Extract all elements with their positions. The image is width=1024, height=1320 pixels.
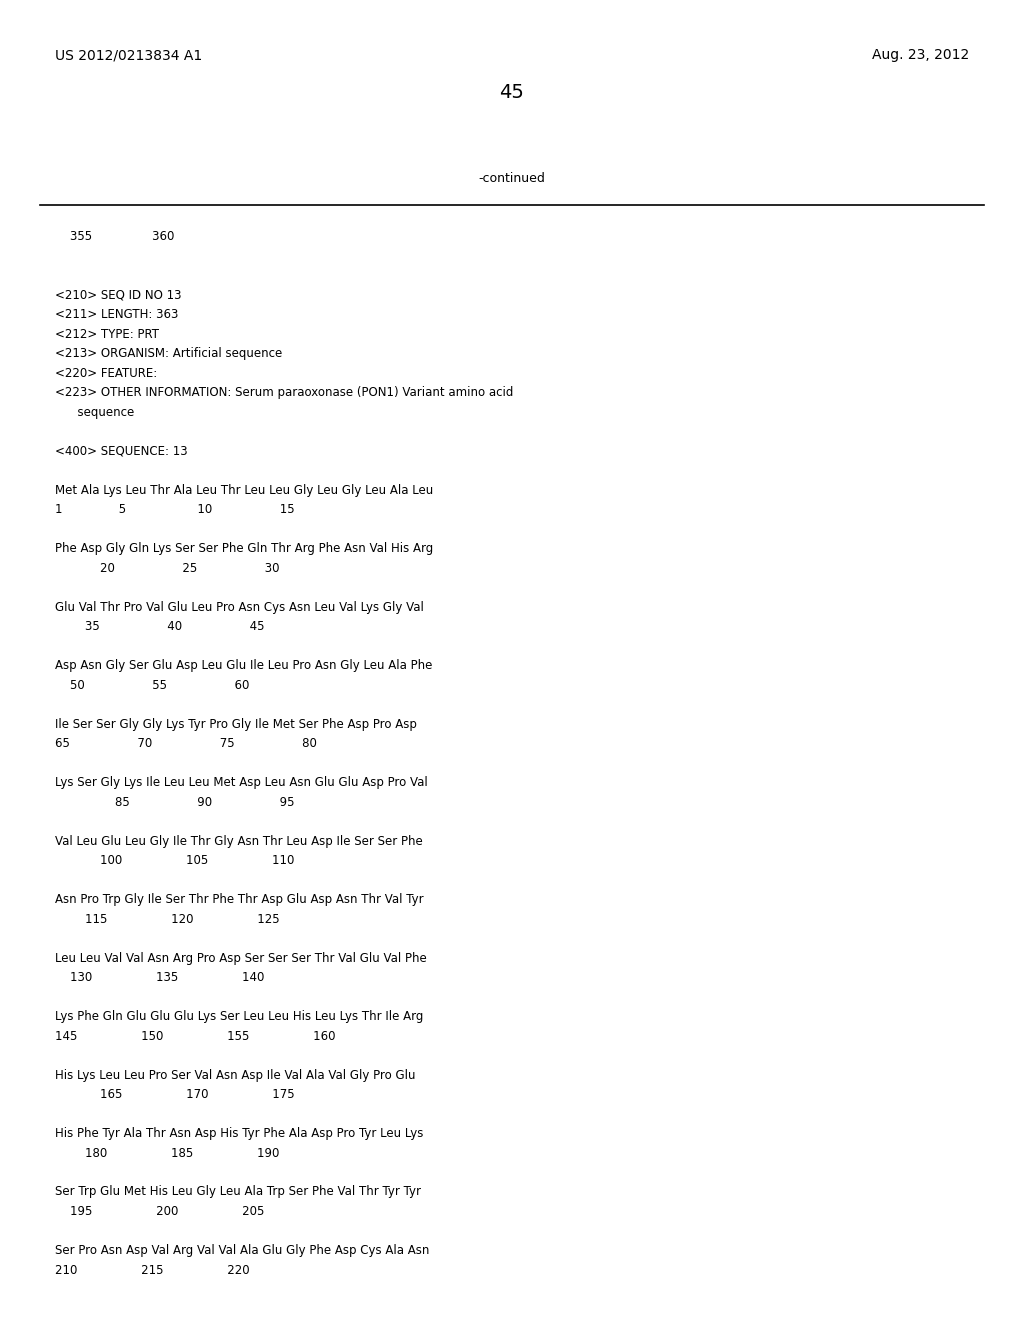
- Text: <211> LENGTH: 363: <211> LENGTH: 363: [55, 308, 178, 321]
- Text: Ser Trp Glu Met His Leu Gly Leu Ala Trp Ser Phe Val Thr Tyr Tyr: Ser Trp Glu Met His Leu Gly Leu Ala Trp …: [55, 1185, 421, 1199]
- Text: 20                  25                  30: 20 25 30: [55, 561, 280, 574]
- Text: His Lys Leu Leu Pro Ser Val Asn Asp Ile Val Ala Val Gly Pro Glu: His Lys Leu Leu Pro Ser Val Asn Asp Ile …: [55, 1068, 416, 1081]
- Text: 35                  40                  45: 35 40 45: [55, 620, 264, 634]
- Text: 100                 105                 110: 100 105 110: [55, 854, 294, 867]
- Text: -continued: -continued: [478, 172, 546, 185]
- Text: <220> FEATURE:: <220> FEATURE:: [55, 367, 158, 380]
- Text: 165                 170                 175: 165 170 175: [55, 1088, 295, 1101]
- Text: <210> SEQ ID NO 13: <210> SEQ ID NO 13: [55, 289, 181, 301]
- Text: Met Ala Lys Leu Thr Ala Leu Thr Leu Leu Gly Leu Gly Leu Ala Leu: Met Ala Lys Leu Thr Ala Leu Thr Leu Leu …: [55, 483, 433, 496]
- Text: 130                 135                 140: 130 135 140: [55, 972, 264, 983]
- Text: His Phe Tyr Ala Thr Asn Asp His Tyr Phe Ala Asp Pro Tyr Leu Lys: His Phe Tyr Ala Thr Asn Asp His Tyr Phe …: [55, 1127, 423, 1140]
- Text: Ser Pro Asn Asp Val Arg Val Val Ala Glu Gly Phe Asp Cys Ala Asn: Ser Pro Asn Asp Val Arg Val Val Ala Glu …: [55, 1243, 429, 1257]
- Text: Glu Val Thr Pro Val Glu Leu Pro Asn Cys Asn Leu Val Lys Gly Val: Glu Val Thr Pro Val Glu Leu Pro Asn Cys …: [55, 601, 424, 614]
- Text: <223> OTHER INFORMATION: Serum paraoxonase (PON1) Variant amino acid: <223> OTHER INFORMATION: Serum paraoxona…: [55, 385, 513, 399]
- Text: Ile Ser Ser Gly Gly Lys Tyr Pro Gly Ile Met Ser Phe Asp Pro Asp: Ile Ser Ser Gly Gly Lys Tyr Pro Gly Ile …: [55, 718, 417, 730]
- Text: sequence: sequence: [55, 405, 134, 418]
- Text: Lys Ser Gly Lys Ile Leu Leu Met Asp Leu Asn Glu Glu Asp Pro Val: Lys Ser Gly Lys Ile Leu Leu Met Asp Leu …: [55, 776, 428, 789]
- Text: Aug. 23, 2012: Aug. 23, 2012: [871, 48, 969, 62]
- Text: 180                 185                 190: 180 185 190: [55, 1147, 280, 1159]
- Text: Val Leu Glu Leu Gly Ile Thr Gly Asn Thr Leu Asp Ile Ser Ser Phe: Val Leu Glu Leu Gly Ile Thr Gly Asn Thr …: [55, 834, 423, 847]
- Text: 65                  70                  75                  80: 65 70 75 80: [55, 737, 316, 750]
- Text: US 2012/0213834 A1: US 2012/0213834 A1: [55, 48, 203, 62]
- Text: 50                  55                  60: 50 55 60: [55, 678, 250, 692]
- Text: 45: 45: [500, 82, 524, 102]
- Text: Asn Pro Trp Gly Ile Ser Thr Phe Thr Asp Glu Asp Asn Thr Val Tyr: Asn Pro Trp Gly Ile Ser Thr Phe Thr Asp …: [55, 894, 424, 906]
- Text: Phe Asp Gly Gln Lys Ser Ser Phe Gln Thr Arg Phe Asn Val His Arg: Phe Asp Gly Gln Lys Ser Ser Phe Gln Thr …: [55, 543, 433, 554]
- Text: Asp Asn Gly Ser Glu Asp Leu Glu Ile Leu Pro Asn Gly Leu Ala Phe: Asp Asn Gly Ser Glu Asp Leu Glu Ile Leu …: [55, 659, 432, 672]
- Text: 355                360: 355 360: [55, 230, 174, 243]
- Text: 1               5                   10                  15: 1 5 10 15: [55, 503, 295, 516]
- Text: <400> SEQUENCE: 13: <400> SEQUENCE: 13: [55, 445, 187, 458]
- Text: Leu Leu Val Val Asn Arg Pro Asp Ser Ser Ser Thr Val Glu Val Phe: Leu Leu Val Val Asn Arg Pro Asp Ser Ser …: [55, 952, 427, 965]
- Text: 85                  90                  95: 85 90 95: [55, 796, 295, 808]
- Text: 195                 200                 205: 195 200 205: [55, 1205, 264, 1218]
- Text: 145                 150                 155                 160: 145 150 155 160: [55, 1030, 336, 1043]
- Text: Lys Phe Gln Glu Glu Glu Lys Ser Leu Leu His Leu Lys Thr Ile Arg: Lys Phe Gln Glu Glu Glu Lys Ser Leu Leu …: [55, 1010, 423, 1023]
- Text: <213> ORGANISM: Artificial sequence: <213> ORGANISM: Artificial sequence: [55, 347, 283, 360]
- Text: 115                 120                 125: 115 120 125: [55, 912, 280, 925]
- Text: <212> TYPE: PRT: <212> TYPE: PRT: [55, 327, 159, 341]
- Text: 210                 215                 220: 210 215 220: [55, 1263, 250, 1276]
